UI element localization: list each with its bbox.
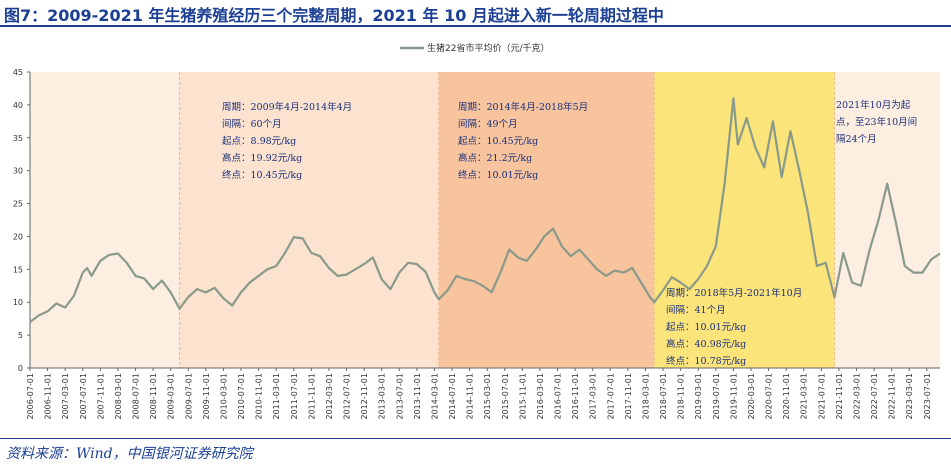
x-tick-label: 2016-11-01 [571,373,580,420]
annotation-line: 点，至23年10月间 [836,116,917,128]
x-tick-label: 2011-11-01 [307,373,316,420]
x-tick-label: 2012-03-01 [325,373,334,420]
x-tick-label: 2022-07-01 [870,373,879,420]
annotation-line: 2021年10月为起 [836,99,911,111]
legend: 生猪22省市平均价（元/千克） [400,42,550,54]
annotation-line: 起点：10.45元/kg [458,136,538,147]
annotation-line: 高点：40.98元/kg [666,338,746,350]
y-tick-label: 5 [18,331,23,340]
x-tick-label: 2019-03-01 [694,373,703,420]
x-tick-label: 2017-03-01 [589,373,598,420]
x-tick-label: 2010-11-01 [255,373,264,420]
x-tick-label: 2023-03-01 [905,373,914,420]
series-line [29,97,941,323]
x-tick-label: 2022-11-01 [888,373,897,420]
y-tick-label: 0 [18,364,23,373]
x-tick-label: 2016-07-01 [554,373,563,420]
x-tick-label: 2019-07-01 [712,373,721,420]
x-tick-label: 2013-07-01 [395,373,404,420]
x-tick-label: 2008-03-01 [114,373,123,420]
x-tick-label: 2020-03-01 [747,373,756,420]
x-tick-label: 2008-11-01 [149,373,158,420]
x-tick-label: 2020-07-01 [765,373,774,420]
x-tick-label: 2007-11-01 [96,373,105,420]
x-tick-label: 2018-03-01 [641,373,650,420]
x-tick-label: 2013-11-01 [413,373,422,420]
annotation-line: 周期：2009年4月-2014年4月 [222,101,352,113]
title-underline [0,25,951,27]
series-lines [29,97,941,323]
x-tick-label: 2007-03-01 [61,373,70,420]
annotation-line: 终点：10.01元/kg [458,169,538,181]
x-tick-label: 2023-07-01 [923,373,932,420]
x-tick-label: 2021-11-01 [835,373,844,420]
x-tick-label: 2021-03-01 [800,373,809,420]
x-tick-label: 2014-07-01 [448,373,457,420]
source-note: 资料来源：Wind，中国银河证券研究院 [6,446,253,462]
x-tick-label: 2021-07-01 [817,373,826,420]
annotation-line: 起点：8.98元/kg [222,136,296,147]
annotation-line: 间隔：41个月 [666,304,726,316]
annotation-line: 周期：2018年5月-2021年10月 [666,287,802,299]
period-band [834,72,940,368]
annotation-line: 起点：10.01元/kg [666,322,746,333]
period-bands [30,72,940,368]
x-tick-label: 2020-11-01 [782,373,791,420]
x-tick-label: 2009-03-01 [167,373,176,420]
x-tick-label: 2018-11-01 [677,373,686,420]
annotation-line: 周期：2014年4月-2018年5月 [458,101,588,113]
y-tick-label: 30 [13,167,23,176]
x-tick-label: 2012-07-01 [343,373,352,420]
period-band [438,72,655,368]
x-tick-label: 2017-07-01 [606,373,615,420]
x-tick-label: 2011-07-01 [290,373,299,420]
x-tick-label: 2013-03-01 [378,373,387,420]
x-tick-label: 2018-07-01 [659,373,668,420]
x-tick-label: 2008-07-01 [132,373,141,420]
x-tick-label: 2015-11-01 [518,373,527,420]
annotation-line: 终点：10.78元/kg [666,355,746,367]
x-tick-label: 2015-07-01 [501,373,510,420]
period-band [179,72,439,368]
x-tick-label: 2012-11-01 [360,373,369,420]
period-boundaries [178,72,835,368]
annotation-line: 间隔：60个月 [222,118,282,130]
x-tick-label: 2010-03-01 [219,373,228,420]
x-tick-label: 2016-03-01 [536,373,545,420]
annotation-line: 隔24个月 [836,134,877,145]
y-tick-label: 15 [13,265,23,274]
x-tick-label: 2006-07-01 [26,373,35,420]
y-tick-label: 25 [13,200,23,209]
legend-label: 生猪22省市平均价（元/千克） [427,42,550,54]
x-tick-label: 2019-11-01 [729,373,738,420]
y-tick-label: 45 [13,68,23,77]
axes: 0 5 10 15 20 25 30 35 40 45 2006-07-01 2006-11-01 20… [13,68,940,420]
x-tick-label: 2015-03-01 [483,373,492,420]
x-tick-label: 2009-11-01 [202,373,211,420]
y-tick-label: 10 [13,298,23,307]
y-tick-label: 20 [13,232,23,241]
x-tick-label: 2014-11-01 [466,373,475,420]
x-tick-label: 2014-03-01 [430,373,439,420]
x-tick-label: 2007-07-01 [79,373,88,420]
x-tick-label: 2022-03-01 [852,373,861,420]
y-tick-label: 40 [13,101,23,110]
y-tick-label: 35 [13,134,23,143]
x-tick-label: 2006-11-01 [44,373,53,420]
x-tick-label: 2010-07-01 [237,373,246,420]
x-tick-label: 2017-11-01 [624,373,633,420]
annotation-line: 间隔：49个月 [458,118,518,130]
annotation-line: 高点：21.2元/kg [458,152,532,164]
x-tick-label: 2009-07-01 [184,373,193,420]
annotation-line: 高点：19.92元/kg [222,152,302,164]
annotation-line: 终点：10.45元/kg [222,169,302,181]
period-band [30,72,180,368]
line-chart: 0 5 10 15 20 25 30 35 40 45 2006-07-01 2006-11-01 20… [13,42,941,420]
chart-title: 图7：2009-2021 年生猪养殖经历三个完整周期，2021 年 10 月起进… [4,6,664,25]
x-tick-label: 2011-03-01 [272,373,281,420]
footer-rule [0,438,951,439]
